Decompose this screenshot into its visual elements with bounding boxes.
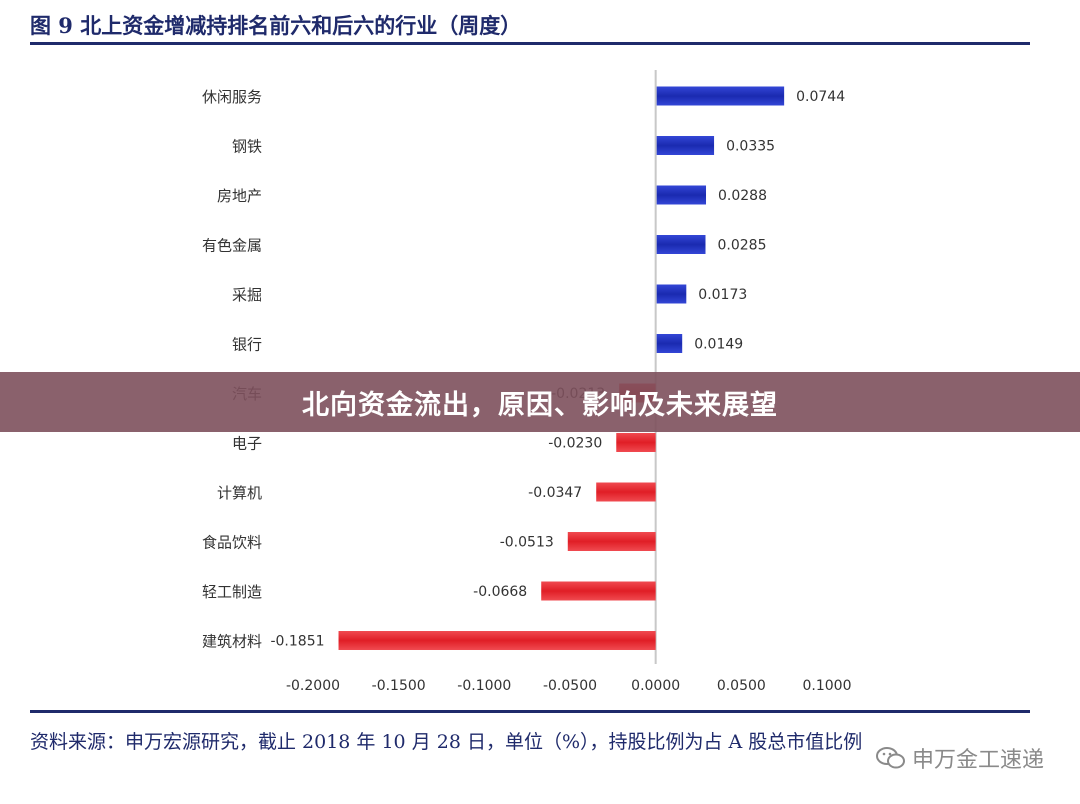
- watermark: 申万金工速递: [875, 742, 1044, 774]
- data-label: -0.0668: [473, 584, 527, 600]
- category-label: 食品饮料: [202, 534, 262, 552]
- source-note: 资料来源：申万宏源研究，截止 2018 年 10 月 28 日，单位（%），持股…: [30, 731, 863, 753]
- data-label: 0.0288: [718, 188, 767, 204]
- x-tick-label: 0.0500: [717, 678, 766, 694]
- category-label: 轻工制造: [202, 583, 262, 601]
- title-rule: [30, 42, 1030, 45]
- bar-2: [656, 185, 707, 205]
- category-label: 房地产: [217, 187, 262, 205]
- bar-9: [567, 532, 656, 551]
- category-label: 计算机: [217, 484, 262, 502]
- category-label: 建筑材料: [202, 633, 262, 651]
- bar-1: [656, 136, 715, 155]
- x-tick-label: 0.1000: [803, 678, 852, 694]
- wechat-icon: [875, 747, 905, 769]
- bar-5: [656, 334, 683, 353]
- x-tick-label: -0.2000: [286, 678, 340, 694]
- category-label: 钢铁: [232, 138, 262, 156]
- data-label: -0.0513: [500, 535, 554, 551]
- bar-3: [656, 235, 706, 254]
- category-label: 电子: [232, 435, 262, 453]
- bar-chart: 休闲服务 0.0744 钢铁 0.0335 房地产 0.0288 有色金属 0.0285 采掘 0…: [202, 70, 852, 694]
- data-label: 0.0173: [698, 287, 747, 303]
- data-label: -0.0230: [548, 436, 602, 452]
- data-label: 0.0335: [726, 139, 775, 155]
- bar-4: [656, 284, 687, 304]
- headline-text: 北向资金流出，原因、影响及未来展望: [302, 389, 778, 421]
- data-label: 0.0149: [694, 337, 743, 353]
- bar-8: [596, 482, 656, 502]
- headline-banner: 北向资金流出，原因、影响及未来展望: [0, 372, 1080, 432]
- data-label: -0.0347: [528, 485, 582, 501]
- data-label: -0.1851: [270, 634, 324, 650]
- x-tick-label: 0.0000: [631, 678, 680, 694]
- watermark-text: 申万金工速递: [911, 748, 1044, 773]
- source-rule: [30, 710, 1030, 713]
- bar-0: [656, 86, 785, 106]
- bar-10: [541, 581, 656, 601]
- data-label: 0.0744: [796, 89, 845, 105]
- category-label: 采掘: [232, 286, 262, 304]
- x-tick-label: -0.1500: [372, 678, 426, 694]
- figure-title: 图 9 北上资金增减持排名前六和后六的行业（周度）: [30, 13, 522, 38]
- category-label: 有色金属: [202, 237, 262, 255]
- data-label: 0.0285: [717, 238, 766, 254]
- x-tick-label: -0.0500: [543, 678, 597, 694]
- bar-11: [338, 631, 656, 650]
- bar-7: [616, 433, 656, 452]
- category-label: 银行: [232, 336, 262, 354]
- category-label: 休闲服务: [202, 88, 262, 106]
- x-tick-label: -0.1000: [457, 678, 511, 694]
